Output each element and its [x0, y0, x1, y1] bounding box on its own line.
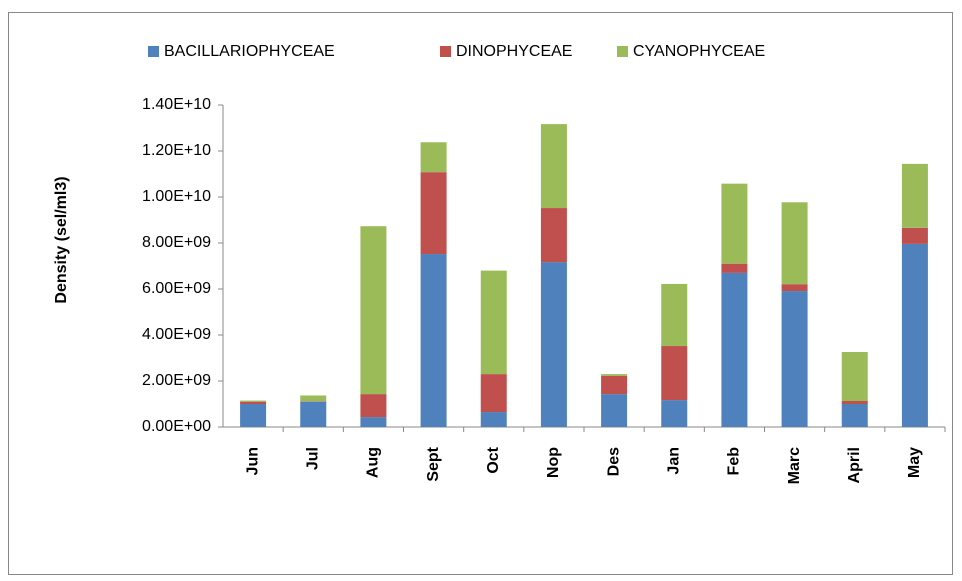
x-tick-label: Jul	[304, 447, 321, 470]
x-tick-label: Feb	[726, 447, 743, 476]
bar-segment	[841, 404, 868, 427]
bar-segment	[901, 243, 928, 427]
legend-label: BACILLARIOPHYCEAE	[164, 43, 335, 60]
bar-segment	[420, 142, 447, 173]
bar-segment	[240, 401, 267, 404]
bar-segment	[601, 394, 628, 427]
bar-segment	[721, 272, 748, 427]
bar-segment	[420, 172, 447, 255]
bar-segment	[781, 284, 808, 292]
y-tick-label: 6.00E+09	[142, 280, 211, 297]
y-tick-label: 2.00E+09	[142, 372, 211, 389]
x-tick-label: Sept	[425, 446, 442, 481]
x-tick-label: Des	[605, 447, 622, 476]
y-axis-title: Density (sel/ml3)	[53, 176, 70, 303]
bar-segment	[540, 262, 567, 427]
x-tick-label: Jun	[244, 447, 261, 475]
legend-label: CYANOPHYCEAE	[633, 43, 765, 60]
bar-segment	[240, 404, 267, 427]
x-tick-label: Oct	[485, 446, 502, 473]
bar-segment	[480, 374, 507, 413]
y-tick-label: 1.40E+10	[142, 96, 211, 113]
bar-segment	[601, 374, 628, 376]
bar-segment	[540, 208, 567, 263]
x-tick-label: Marc	[786, 447, 803, 484]
bar-segment	[360, 394, 387, 418]
bar-segment	[240, 400, 267, 402]
bar-segment	[480, 412, 507, 427]
legend-label: DINOPHYCEAE	[456, 43, 572, 60]
bar-segment	[781, 291, 808, 427]
legend-swatch	[148, 46, 159, 57]
bar-segment	[360, 226, 387, 395]
bar-segment	[901, 227, 928, 244]
y-tick-label: 0.00E+00	[142, 418, 211, 435]
bar-segment	[661, 283, 688, 347]
x-tick-label: Jan	[665, 447, 682, 475]
x-tick-label: April	[846, 447, 863, 483]
bar-segment	[300, 401, 327, 427]
bar-segment	[781, 202, 808, 285]
y-tick-label: 4.00E+09	[142, 326, 211, 343]
bar-segment	[661, 400, 688, 427]
bar-segment	[480, 270, 507, 375]
bar-segment	[420, 254, 447, 427]
y-tick-label: 1.00E+10	[142, 188, 211, 205]
x-tick-label: Aug	[365, 447, 382, 478]
x-tick-label: Nop	[545, 447, 562, 478]
y-tick-label: 1.20E+10	[142, 142, 211, 159]
bar-segment	[360, 417, 387, 427]
bar-segment	[300, 395, 327, 402]
legend-swatch	[440, 46, 451, 57]
bar-segment	[661, 346, 688, 401]
bar-segment	[721, 183, 748, 264]
bar-segment	[841, 352, 868, 402]
bar-segment	[901, 163, 928, 228]
x-tick-label: May	[906, 447, 923, 478]
legend-swatch	[617, 46, 628, 57]
bar-segment	[601, 375, 628, 395]
bar-segment	[540, 124, 567, 209]
bar-segment	[721, 263, 748, 273]
bar-segment	[841, 401, 868, 404]
y-tick-label: 8.00E+09	[142, 234, 211, 251]
